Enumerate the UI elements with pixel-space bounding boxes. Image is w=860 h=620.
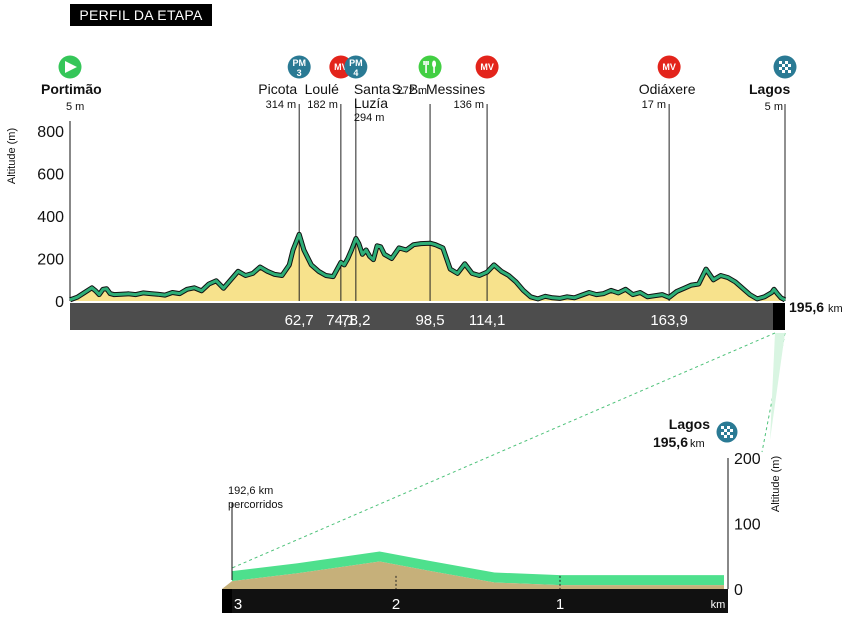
waypoint-badge (344, 55, 368, 79)
km-marker-label: 163,9 (650, 312, 688, 329)
zoom-start-label: 192,6 km (228, 485, 273, 497)
waypoint-name: Luzía (354, 95, 388, 111)
waypoint-altitude: 5 m (66, 101, 84, 113)
waypoint-badge-text: PM (349, 58, 363, 68)
zoom-y-tick-label: 0 (734, 582, 743, 599)
waypoint-altitude: 17 m (642, 99, 666, 111)
zoom-top-surface (232, 551, 724, 586)
zoom-connector (231, 332, 776, 569)
waypoint-badge (418, 55, 442, 79)
finish-flag-icon (727, 432, 730, 435)
finish-flag-icon (785, 67, 788, 70)
waypoint-badge-text: MV (662, 62, 676, 72)
finish-flag-icon (724, 435, 727, 438)
y-tick-label: 0 (55, 294, 64, 311)
finish-flag-icon (785, 61, 788, 64)
waypoint-badge-number: 4 (353, 68, 358, 78)
finish-flag-icon (721, 426, 724, 429)
waypoint-name: Portimão (41, 81, 102, 97)
finish-flag-icon (721, 432, 724, 435)
zoom-finish-unit: km (690, 438, 705, 450)
zoom-km-unit: km (711, 599, 726, 611)
finish-flag-icon (782, 64, 785, 67)
km-marker-label: 74,1 (326, 312, 355, 329)
distance-band (70, 303, 785, 330)
total-distance-label: 195,6 (789, 299, 824, 315)
km-marker-label: 78,2 (341, 312, 370, 329)
km-marker-label: 98,5 (415, 312, 444, 329)
page-title: PERFIL DA ETAPA (70, 4, 212, 26)
waypoint-altitude: 294 m (354, 112, 385, 124)
zoom-y-tick-label: 200 (734, 451, 761, 468)
zoom-highlight (770, 333, 785, 440)
zoom-elevation-area (222, 561, 724, 589)
waypoint-name: Loulé (305, 81, 339, 97)
finish-flag-icon (788, 64, 791, 67)
zoom-finish-km: 195,6 (653, 434, 688, 450)
waypoint-badge (657, 55, 681, 79)
elevation-line (69, 232, 786, 302)
zoom-start-label: percorridos (228, 499, 284, 511)
feed-zone-icon (432, 60, 437, 68)
waypoint-altitude: 272 m (396, 85, 427, 97)
finish-flag-icon (779, 67, 782, 70)
zoom-y-tick-label: 100 (734, 517, 761, 534)
y-tick-label: 600 (37, 167, 64, 184)
y-tick-label: 200 (37, 252, 64, 269)
finish-band-marker (773, 303, 785, 330)
km-marker-label: 62,7 (285, 312, 314, 329)
waypoint-badge-text: MV (480, 62, 494, 72)
waypoint-altitude: 314 m (266, 99, 297, 111)
finish-flag-icon (730, 435, 733, 438)
waypoint-name: Santa (354, 81, 391, 97)
finish-flag-icon (779, 61, 782, 64)
zoom-km-label: 1 (556, 596, 564, 613)
waypoint-altitude: 5 m (765, 101, 783, 113)
feed-zone-icon (423, 61, 435, 73)
zoom-y-axis-label: Altitude (m) (770, 456, 782, 512)
finish-flag-icon (788, 70, 791, 73)
waypoint-badge-text: MV (334, 62, 348, 72)
waypoint-name: Picota (258, 81, 297, 97)
waypoint-badge-number: 3 (297, 68, 302, 78)
km-marker-label: 114,1 (469, 312, 505, 329)
zoom-finish-name: Lagos (669, 416, 710, 432)
waypoint-name: S. B. Messines (392, 81, 485, 97)
zoom-km-label: 2 (392, 596, 400, 613)
waypoint-badge-text: PM (292, 58, 306, 68)
start-flag-icon (65, 61, 77, 73)
waypoint-name: Lagos (749, 81, 790, 97)
waypoint-altitude: 182 m (307, 99, 338, 111)
elevation-area (70, 234, 785, 301)
waypoint-badge (287, 55, 311, 79)
y-axis-label: Altitude (m) (6, 128, 18, 184)
waypoint-name: Odiáxere (639, 81, 696, 97)
waypoint-altitude: 136 m (454, 99, 485, 111)
zoom-distance-band (222, 589, 728, 613)
zoom-band-edge (222, 589, 232, 613)
zoom-km-label: 3 (234, 596, 242, 613)
finish-flag-icon (727, 426, 730, 429)
y-tick-label: 400 (37, 209, 64, 226)
finish-flag-icon (782, 70, 785, 73)
finish-flag-icon (724, 429, 727, 432)
total-distance-unit: km (828, 303, 843, 315)
y-tick-label: 800 (37, 124, 64, 141)
waypoint-badge (475, 55, 499, 79)
finish-flag-icon (730, 429, 733, 432)
